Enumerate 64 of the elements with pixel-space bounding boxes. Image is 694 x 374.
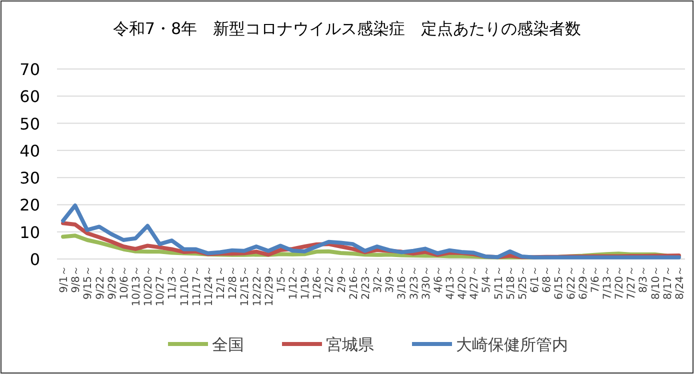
x-tick-label: 3/16～ <box>396 265 408 300</box>
x-tick-label: 7/6～ <box>589 265 602 293</box>
x-tick-label: 10/6～ <box>118 265 130 300</box>
x-tick-label: 10/13～ <box>130 265 142 306</box>
x-tick-label: 3/2～ <box>372 265 384 293</box>
y-tick-label: 60 <box>20 87 40 106</box>
x-tick-label: 4/20～ <box>456 265 469 300</box>
x-tick-label: 2/2～ <box>324 265 336 293</box>
x-tick-label: 1/26～ <box>312 265 324 300</box>
x-tick-label: 11/24～ <box>202 265 215 306</box>
legend-label: 大崎保健所管内 <box>456 335 568 354</box>
x-tick-label: 7/27～ <box>626 265 638 300</box>
x-tick-label: 2/16～ <box>348 265 360 300</box>
x-tick-label: 12/15～ <box>239 265 252 306</box>
x-tick-label: 2/23～ <box>360 265 372 300</box>
x-tick-label: 8/3～ <box>638 265 650 293</box>
y-tick-label: 10 <box>20 222 40 242</box>
x-tick-label: 12/1～ <box>215 265 228 300</box>
x-tick-label: 10/20～ <box>142 265 155 306</box>
x-tick-label: 4/13～ <box>444 265 456 300</box>
x-tick-label: 11/10～ <box>178 265 191 306</box>
x-tick-label: 4/6～ <box>432 265 444 293</box>
x-tick-label: 5/4～ <box>480 265 493 293</box>
y-tick-label: 30 <box>20 168 40 188</box>
x-tick-label: 9/8～ <box>70 265 82 293</box>
x-tick-label: 8/24～ <box>674 265 686 300</box>
y-tick-label: 20 <box>20 196 40 215</box>
x-tick-label: 10/27～ <box>154 265 167 306</box>
x-tick-label: 5/25～ <box>516 265 529 300</box>
x-tick-label: 2/9～ <box>336 265 348 293</box>
x-tick-label: 11/3～ <box>166 265 179 300</box>
x-tick-label: 9/1～ <box>58 265 70 293</box>
x-tick-label: 9/15～ <box>82 265 94 300</box>
x-tick-label: 6/29～ <box>577 265 590 300</box>
x-tick-label: 9/22～ <box>94 265 106 300</box>
x-tick-label: 6/1～ <box>529 265 542 293</box>
x-tick-label: 3/23～ <box>408 265 420 300</box>
y-tick-label: 0 <box>30 250 40 269</box>
x-tick-label: 5/11～ <box>492 265 505 300</box>
x-tick-label: 12/22～ <box>251 265 264 306</box>
x-tick-label: 8/10～ <box>650 265 662 300</box>
x-tick-label: 6/8～ <box>541 265 554 293</box>
x-tick-label: 6/15～ <box>553 265 566 300</box>
x-tick-label: 1/5～ <box>275 265 288 293</box>
x-tick-label: 1/12～ <box>288 265 300 300</box>
chart-title: 令和7・8年 新型コロナウイルス感染症 定点あたりの感染者数 <box>112 19 582 38</box>
x-tick-label: 12/8～ <box>227 265 240 300</box>
x-tick-label: 9/29～ <box>106 265 118 300</box>
x-tick-label: 3/30～ <box>420 265 432 300</box>
y-tick-label: 40 <box>20 141 40 160</box>
x-tick-label: 7/20～ <box>614 265 626 300</box>
x-tick-label: 12/29～ <box>263 265 276 306</box>
legend-label: 全国 <box>212 335 244 354</box>
x-tick-label: 3/9～ <box>384 265 396 293</box>
legend-label: 宮城県 <box>326 335 374 354</box>
x-tick-label: 11/17～ <box>190 265 203 306</box>
x-tick-label: 5/18～ <box>504 265 517 300</box>
x-tick-label: 8/17～ <box>662 265 674 300</box>
y-tick-label: 50 <box>20 114 40 134</box>
x-tick-label: 4/27～ <box>468 265 481 300</box>
x-tick-label: 6/22～ <box>565 265 578 300</box>
x-tick-label: 1/19～ <box>300 265 312 300</box>
y-tick-label: 70 <box>20 60 40 79</box>
x-tick-label: 7/13～ <box>602 265 614 300</box>
